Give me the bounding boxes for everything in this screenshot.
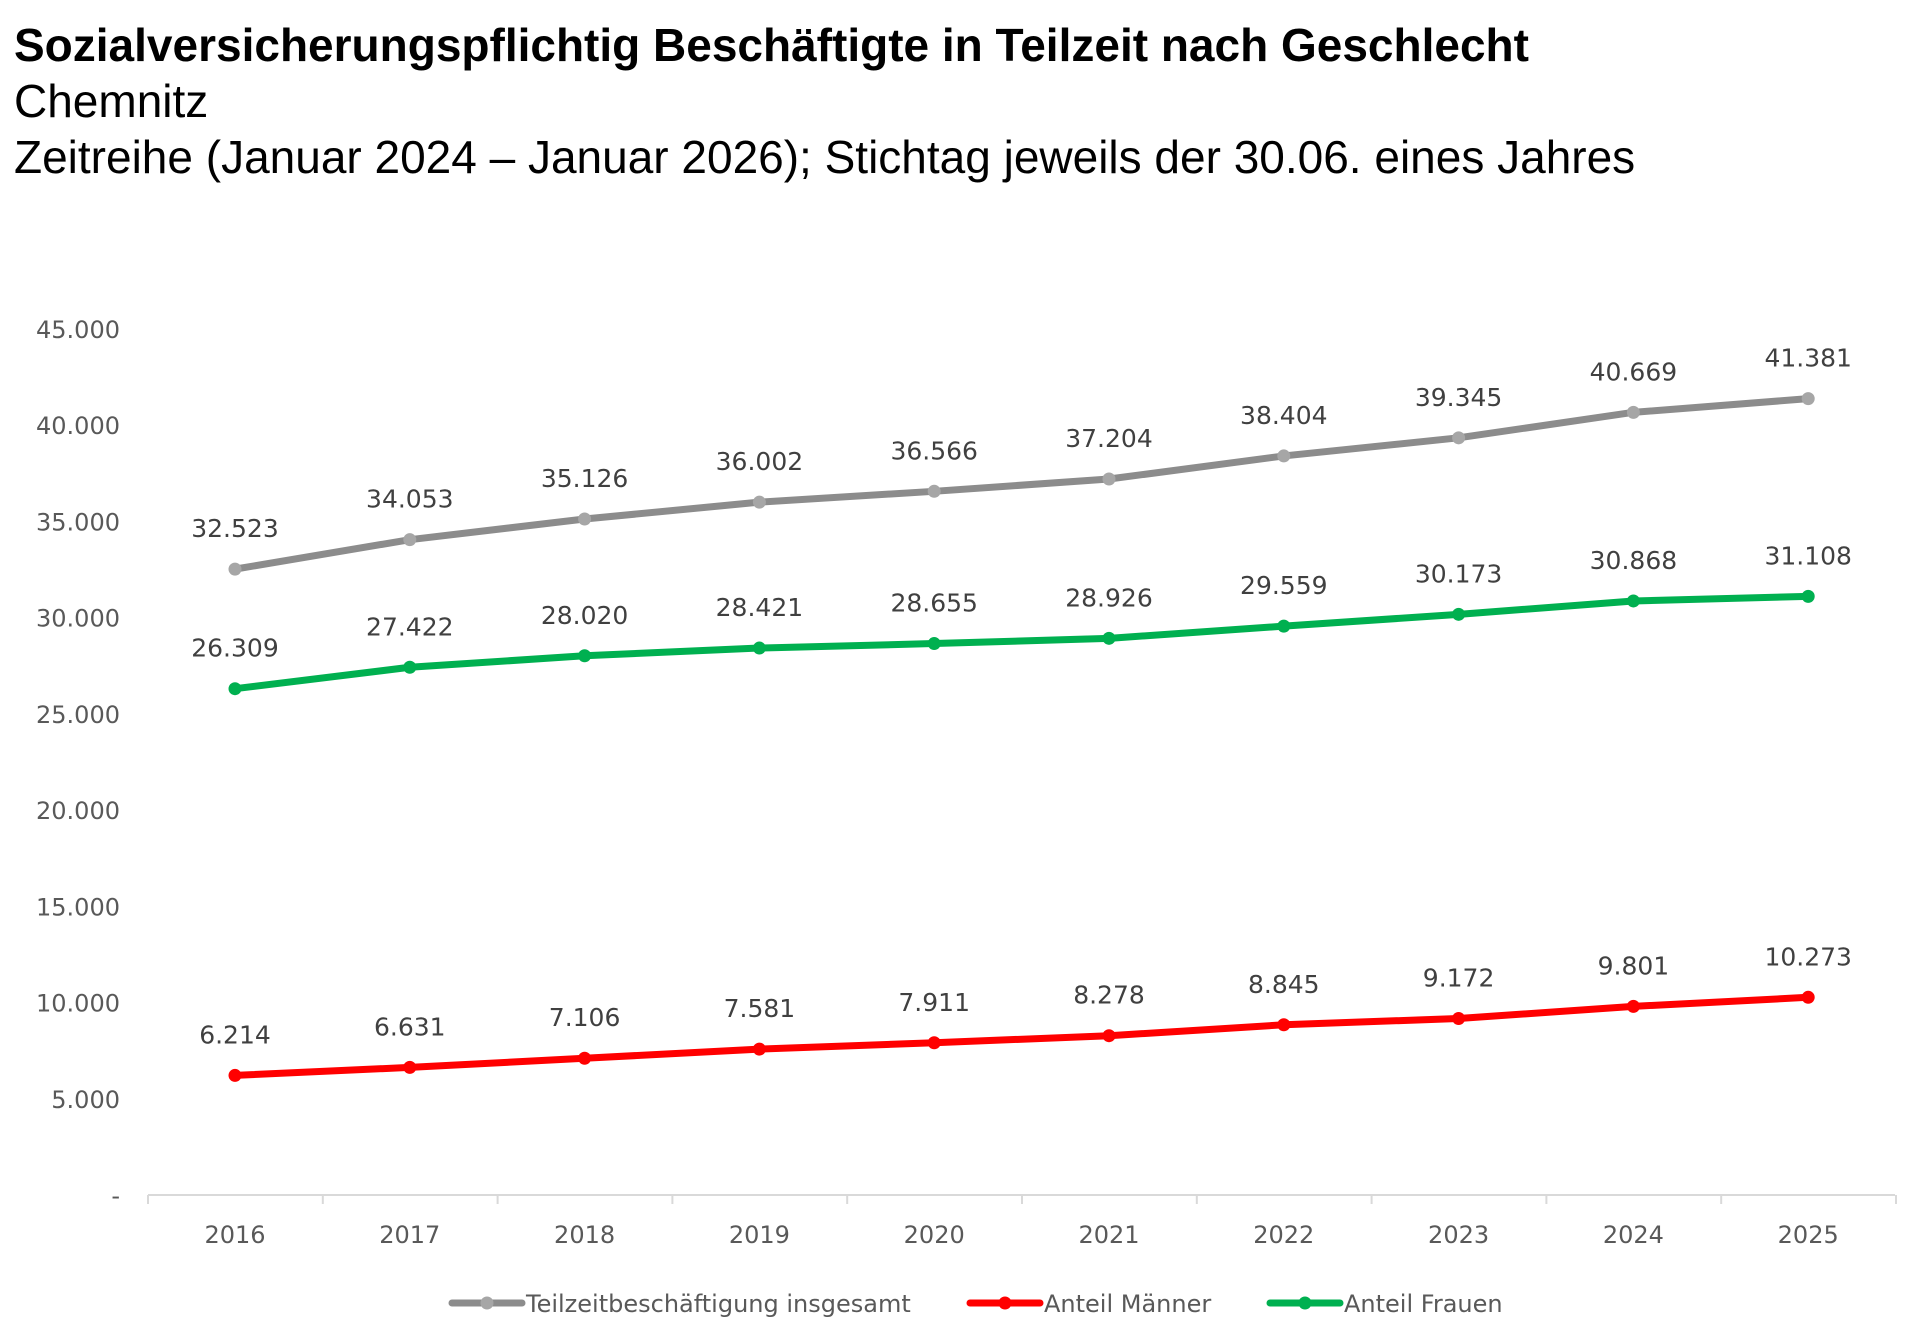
data-label: 31.108: [1764, 541, 1851, 570]
data-label: 6.214: [199, 1020, 271, 1049]
data-label: 30.868: [1590, 546, 1677, 575]
data-label: 41.381: [1764, 344, 1851, 373]
y-tick-label: 45.000: [36, 316, 120, 344]
data-point: [1801, 589, 1815, 603]
x-tick-label: 2024: [1603, 1221, 1664, 1249]
y-tick-label: 10.000: [36, 990, 120, 1018]
data-label: 35.126: [541, 464, 628, 493]
data-point: [1452, 431, 1466, 445]
x-tick-label: 2021: [1078, 1221, 1139, 1249]
legend-label: Anteil Männer: [1044, 1290, 1211, 1318]
legend-label: Anteil Frauen: [1344, 1290, 1503, 1318]
data-label: 29.559: [1240, 571, 1327, 600]
data-point: [403, 533, 417, 547]
legend-marker-icon: [998, 1296, 1012, 1310]
legend-label: Teilzeitbeschäftigung insgesamt: [525, 1290, 911, 1318]
chart-title: Sozialversicherungspflichtig Beschäftigt…: [14, 19, 1529, 71]
data-point: [927, 637, 941, 651]
x-tick-label: 2019: [729, 1221, 790, 1249]
data-label: 7.911: [898, 988, 970, 1017]
data-point: [1102, 631, 1116, 645]
data-label: 38.404: [1240, 401, 1327, 430]
data-label: 40.669: [1590, 357, 1677, 386]
data-point: [1277, 619, 1291, 633]
data-label: 7.106: [549, 1003, 621, 1032]
x-tick-label: 2017: [379, 1221, 440, 1249]
x-tick-label: 2023: [1428, 1221, 1489, 1249]
data-point: [1277, 1018, 1291, 1032]
data-point: [1452, 607, 1466, 621]
data-point: [927, 1036, 941, 1050]
data-point: [752, 641, 766, 655]
data-label: 28.421: [716, 593, 803, 622]
series-line-1: [231, 993, 1812, 1079]
data-point: [752, 1042, 766, 1056]
y-tick-label: 5.000: [51, 1086, 120, 1114]
data-label: 32.523: [191, 514, 278, 543]
data-label: 28.020: [541, 601, 628, 630]
data-point: [927, 484, 941, 498]
y-tick-label: 30.000: [36, 605, 120, 633]
data-label: 27.422: [366, 612, 453, 641]
data-point: [403, 660, 417, 674]
data-point: [1626, 999, 1640, 1013]
x-tick-label: 2018: [554, 1221, 615, 1249]
data-point: [1102, 1029, 1116, 1043]
series-line-2: [231, 592, 1812, 693]
data-label: 8.845: [1248, 970, 1320, 999]
data-point: [228, 562, 242, 576]
data-point: [1452, 1011, 1466, 1025]
chart-subtitle-city: Chemnitz: [14, 75, 209, 127]
data-point: [228, 682, 242, 696]
y-tick-label: 25.000: [36, 701, 120, 729]
data-label: 9.801: [1598, 951, 1670, 980]
legend-marker-icon: [1298, 1296, 1312, 1310]
x-tick-label: 2025: [1778, 1221, 1839, 1249]
y-tick-label: 40.000: [36, 412, 120, 440]
y-tick-label: 15.000: [36, 893, 120, 921]
data-label: 34.053: [366, 485, 453, 514]
data-label: 37.204: [1065, 424, 1152, 453]
data-label: 28.655: [890, 589, 977, 618]
data-label: 6.631: [374, 1012, 446, 1041]
y-tick-label: -: [111, 1182, 120, 1210]
data-point: [1277, 449, 1291, 463]
data-point: [1626, 594, 1640, 608]
data-label: 8.278: [1073, 981, 1145, 1010]
data-label: 28.926: [1065, 583, 1152, 612]
x-tick-label: 2020: [904, 1221, 965, 1249]
data-point: [228, 1068, 242, 1082]
data-point: [403, 1060, 417, 1074]
data-point: [578, 649, 592, 663]
data-label: 39.345: [1415, 383, 1502, 412]
data-label: 36.566: [890, 436, 977, 465]
legend-marker-icon: [480, 1296, 494, 1310]
data-point: [1102, 472, 1116, 486]
y-tick-label: 35.000: [36, 508, 120, 536]
chart-subtitle-period: Zeitreihe (Januar 2024 – Januar 2026); S…: [14, 131, 1636, 183]
y-tick-label: 20.000: [36, 797, 120, 825]
series-line-0: [231, 395, 1812, 573]
data-point: [1626, 405, 1640, 419]
data-point: [578, 512, 592, 526]
data-label: 7.581: [724, 994, 796, 1023]
data-label: 30.173: [1415, 559, 1502, 588]
data-point: [578, 1051, 592, 1065]
x-tick-label: 2016: [204, 1221, 265, 1249]
data-label: 26.309: [191, 634, 278, 663]
data-point: [752, 495, 766, 509]
data-label: 36.002: [716, 447, 803, 476]
data-label: 9.172: [1423, 963, 1495, 992]
data-label: 10.273: [1764, 942, 1851, 971]
x-tick-label: 2022: [1253, 1221, 1314, 1249]
data-point: [1801, 990, 1815, 1004]
data-point: [1801, 392, 1815, 406]
